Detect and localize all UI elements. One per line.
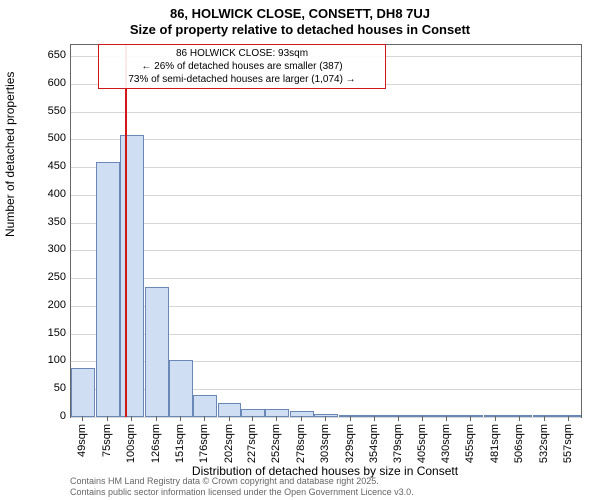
x-tick-label: 329sqm [344,424,356,472]
x-tick-label: 49sqm [76,424,88,472]
x-tick [204,416,205,421]
x-tick [495,416,496,421]
y-tick-label: 100 [36,354,66,366]
grid-line [71,112,581,113]
x-tick [301,416,302,421]
x-tick [276,416,277,421]
footer-line-2: Contains public sector information licen… [70,487,414,497]
x-tick-label: 100sqm [125,424,137,472]
x-tick-label: 354sqm [368,424,380,472]
x-tick [544,416,545,421]
x-tick-label: 303sqm [319,424,331,472]
histogram-bar [411,415,435,417]
histogram-bar [387,415,411,417]
histogram-bar [145,287,169,417]
x-tick-label: 532sqm [538,424,550,472]
x-tick [325,416,326,421]
x-tick-label: 430sqm [440,424,452,472]
x-tick [131,416,132,421]
annotation-line: 73% of semi-detached houses are larger (… [103,73,381,86]
chart-title-main: 86, HOLWICK CLOSE, CONSETT, DH8 7UJ [0,6,600,21]
chart-annotation-box: 86 HOLWICK CLOSE: 93sqm ← 26% of detache… [98,44,386,89]
x-tick-label: 506sqm [513,424,525,472]
x-tick-label: 126sqm [150,424,162,472]
histogram-bar [193,395,217,417]
x-tick [82,416,83,421]
x-tick [156,416,157,421]
histogram-bar [290,411,314,417]
x-tick-label: 278sqm [295,424,307,472]
grid-line [71,278,581,279]
histogram-bar [241,409,265,417]
y-tick-label: 550 [36,105,66,117]
grid-line [71,139,581,140]
x-tick [446,416,447,421]
histogram-bar [459,415,483,417]
y-tick-label: 250 [36,271,66,283]
histogram-bar [71,368,95,417]
x-tick [350,416,351,421]
grid-line [71,223,581,224]
y-tick-label: 300 [36,243,66,255]
x-tick-label: 405sqm [416,424,428,472]
y-tick-label: 500 [36,132,66,144]
y-tick-label: 400 [36,188,66,200]
annotation-line: ← 26% of detached houses are smaller (38… [103,60,381,73]
grid-line [71,167,581,168]
annotation-line: 86 HOLWICK CLOSE: 93sqm [103,47,381,60]
x-tick [422,416,423,421]
footer-line-1: Contains HM Land Registry data © Crown c… [70,476,379,486]
x-tick-label: 176sqm [198,424,210,472]
x-tick [374,416,375,421]
x-tick [252,416,253,421]
y-tick-label: 600 [36,77,66,89]
histogram-bar [435,415,459,417]
y-tick-label: 50 [36,382,66,394]
y-tick-label: 650 [36,49,66,61]
x-tick-label: 75sqm [101,424,113,472]
x-tick [470,416,471,421]
chart-plot-area [70,44,582,418]
property-marker-line [125,45,127,417]
y-tick-label: 450 [36,160,66,172]
y-tick-label: 200 [36,299,66,311]
y-tick-label: 350 [36,216,66,228]
x-tick [398,416,399,421]
histogram-bar [169,360,193,417]
x-tick-label: 252sqm [270,424,282,472]
histogram-bar [265,409,289,417]
histogram-bar [339,415,363,417]
histogram-bar [557,415,581,417]
x-tick [180,416,181,421]
histogram-bar [508,415,532,417]
x-tick-label: 379sqm [392,424,404,472]
y-tick-label: 150 [36,327,66,339]
x-tick-label: 202sqm [223,424,235,472]
y-axis-label: Number of detached properties [3,221,17,237]
x-tick-label: 481sqm [489,424,501,472]
x-tick-label: 227sqm [246,424,258,472]
grid-line [71,195,581,196]
y-tick-label: 0 [36,410,66,422]
histogram-bar [533,415,557,417]
x-tick-label: 151sqm [174,424,186,472]
histogram-bar [120,135,144,417]
histogram-bar [218,403,242,417]
histogram-bar [96,162,120,417]
chart-title-sub: Size of property relative to detached ho… [0,22,600,37]
grid-line [71,250,581,251]
x-tick [107,416,108,421]
x-tick [229,416,230,421]
x-tick [568,416,569,421]
grid-line [71,417,581,418]
x-tick [519,416,520,421]
x-tick-label: 557sqm [562,424,574,472]
histogram-bar [363,415,387,417]
x-tick-label: 455sqm [464,424,476,472]
